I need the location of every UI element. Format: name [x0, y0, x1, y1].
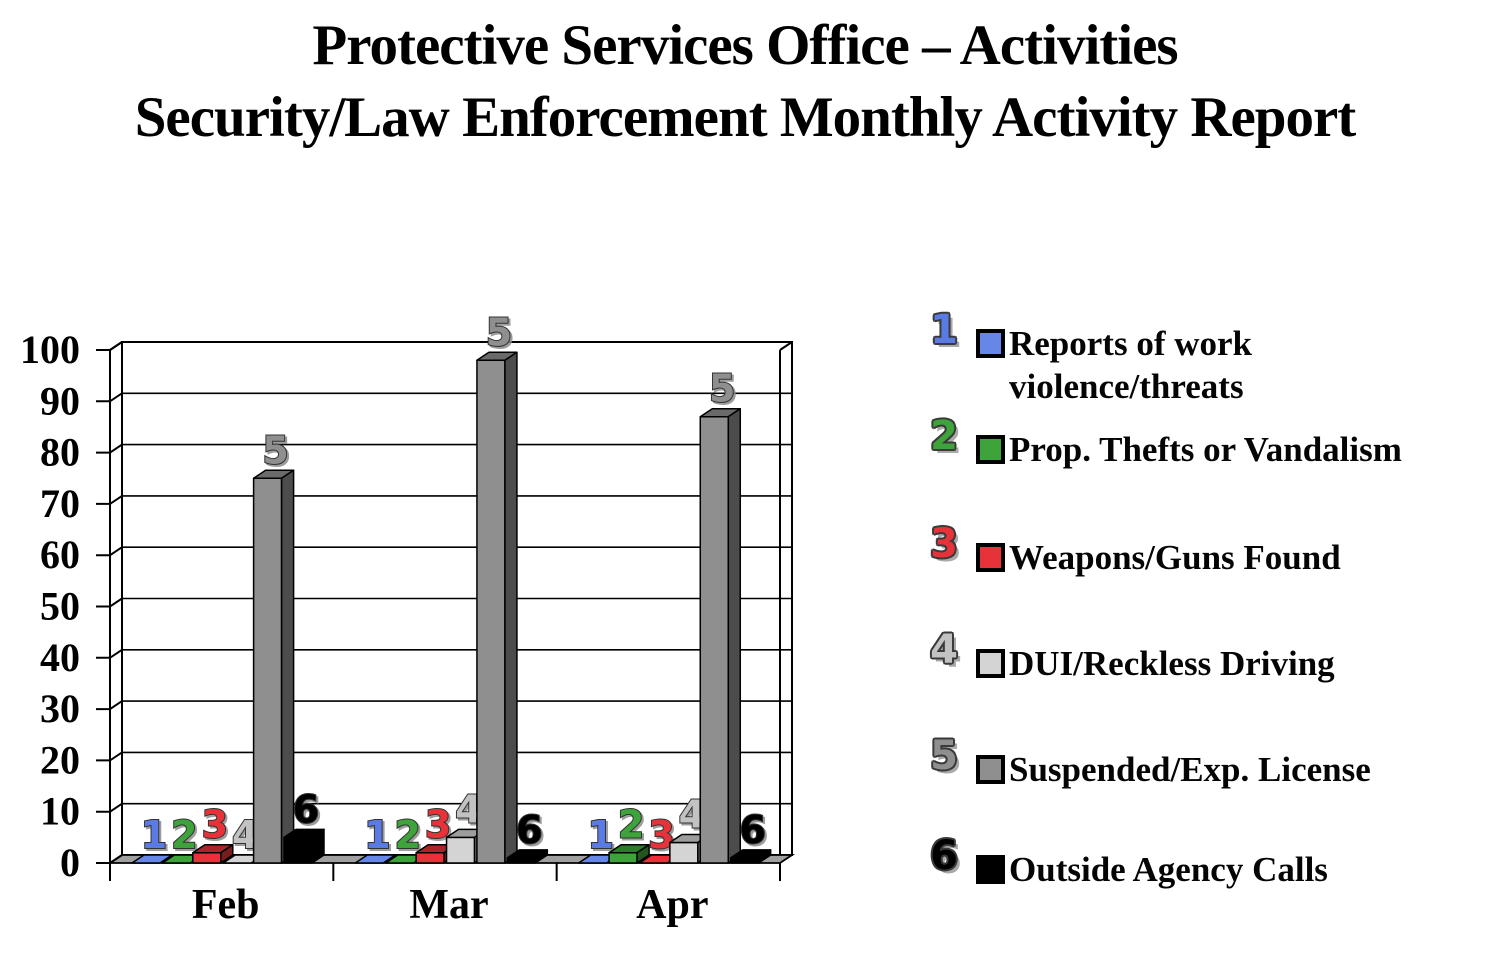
y-axis-tick [96, 700, 123, 711]
legend-color-swatch-icon [976, 435, 1005, 464]
bar-side-face [220, 843, 234, 864]
legend-series-label: Reports of work violence/threats [1009, 324, 1253, 406]
bar [476, 359, 506, 864]
legend-series-label: Prop. Thefts or Vandalism [1009, 430, 1402, 469]
bar-side-face [636, 843, 650, 864]
bar-series-number-label: 1 [587, 813, 613, 857]
legend-item-6: 6 Outside Agency Calls [922, 834, 1487, 891]
bar-series-number-label: 5 [486, 310, 512, 354]
bar-side-face [311, 828, 325, 864]
y-axis-tick [96, 443, 123, 454]
bar-series-number-label: 2 [171, 813, 197, 857]
y-axis-tick [96, 341, 123, 351]
y-axis-tick-label: 0 [60, 840, 80, 885]
bar-side-face [757, 849, 772, 864]
y-axis-tick-label: 100 [20, 327, 80, 372]
legend-series-number: 1 [930, 307, 958, 353]
y-axis-tick [96, 802, 123, 813]
legend-series-label: Suspended/Exp. License [1009, 750, 1371, 789]
legend-series-number: 2 [930, 413, 958, 459]
bar [608, 851, 638, 864]
y-axis-tick-label: 20 [40, 737, 80, 782]
x-axis-category-label: Mar [409, 882, 488, 928]
x-axis-category-label: Apr [636, 882, 708, 928]
legend-color-swatch-icon [976, 543, 1005, 572]
legend-color-swatch-icon [976, 755, 1005, 784]
bar [506, 857, 537, 864]
y-axis-tick [96, 751, 123, 762]
y-axis-tick-label: 40 [40, 635, 80, 680]
bar-series-number-label: 5 [262, 428, 288, 472]
bar [192, 851, 222, 864]
y-axis-tick [96, 495, 123, 505]
legend-series-number: 6 [930, 833, 958, 879]
y-axis-tick-label: 10 [40, 789, 80, 834]
legend-series-number: 3 [930, 521, 958, 567]
bar-series-number-label: 3 [202, 803, 228, 847]
bar-series-number-label: 5 [709, 367, 735, 411]
legend-item-2: 2 Prop. Thefts or Vandalism [922, 414, 1487, 471]
bar-series-number-label: 6 [516, 808, 542, 852]
legend-item-4: 4 DUI/Reckless Driving [922, 628, 1487, 685]
y-axis-tick-label: 70 [40, 481, 80, 526]
bar-series-number-label: 6 [739, 808, 765, 852]
legend-series-label: Outside Agency Calls [1009, 850, 1328, 889]
y-axis-tick-label: 80 [40, 430, 80, 475]
legend-series-number: 4 [930, 627, 958, 673]
bar-series-number-label: 2 [618, 803, 644, 847]
legend-series-number: 5 [930, 733, 958, 779]
x-axis-category-label: Feb [192, 882, 260, 928]
bar-series-number-label: 1 [141, 813, 167, 857]
y-axis-tick-label: 30 [40, 686, 80, 731]
bar-series-number-label: 1 [364, 813, 390, 857]
legend-item-1: 1 Reports of work violence/threats [922, 308, 1487, 408]
y-axis-tick-label: 60 [40, 532, 80, 577]
y-axis-tick [96, 597, 123, 608]
chart-title: Protective Services Office – Activities … [0, 10, 1490, 154]
legend-series-label: Weapons/Guns Found [1009, 538, 1341, 577]
y-axis-tick [96, 648, 123, 659]
chart-legend: 1 Reports of work violence/threats 2 Pro… [922, 0, 1487, 962]
bar [669, 841, 699, 864]
bar [252, 477, 283, 864]
legend-color-swatch-icon [976, 329, 1005, 358]
bar [131, 854, 173, 864]
y-axis-tick [96, 392, 123, 403]
bar [445, 836, 476, 864]
bar-series-number-label: 2 [395, 813, 421, 857]
legend-series-label: DUI/Reckless Driving [1009, 644, 1335, 683]
bar-series-number-label: 6 [293, 787, 319, 831]
y-axis-tick-label: 90 [40, 378, 80, 423]
bar-side-face [504, 351, 518, 864]
bar-side-face [534, 849, 549, 864]
chart-title-line2: Security/Law Enforcement Monthly Activit… [134, 86, 1357, 149]
wall-top-right-bevel [779, 341, 793, 351]
y-axis-tick-label: 50 [40, 584, 80, 629]
legend-color-swatch-icon [976, 855, 1005, 884]
bar-side-face [727, 407, 742, 864]
bar [415, 851, 445, 864]
y-axis-tick [96, 546, 123, 557]
chart-title-line1: Protective Services Office – Activities [312, 14, 1178, 77]
legend-color-swatch-icon [976, 649, 1005, 678]
legend-item-3: 3 Weapons/Guns Found [922, 522, 1487, 579]
legend-item-5: 5 Suspended/Exp. License [922, 734, 1487, 791]
bar [354, 854, 397, 864]
bar [283, 836, 313, 864]
bar [729, 857, 760, 864]
bar [699, 415, 730, 864]
